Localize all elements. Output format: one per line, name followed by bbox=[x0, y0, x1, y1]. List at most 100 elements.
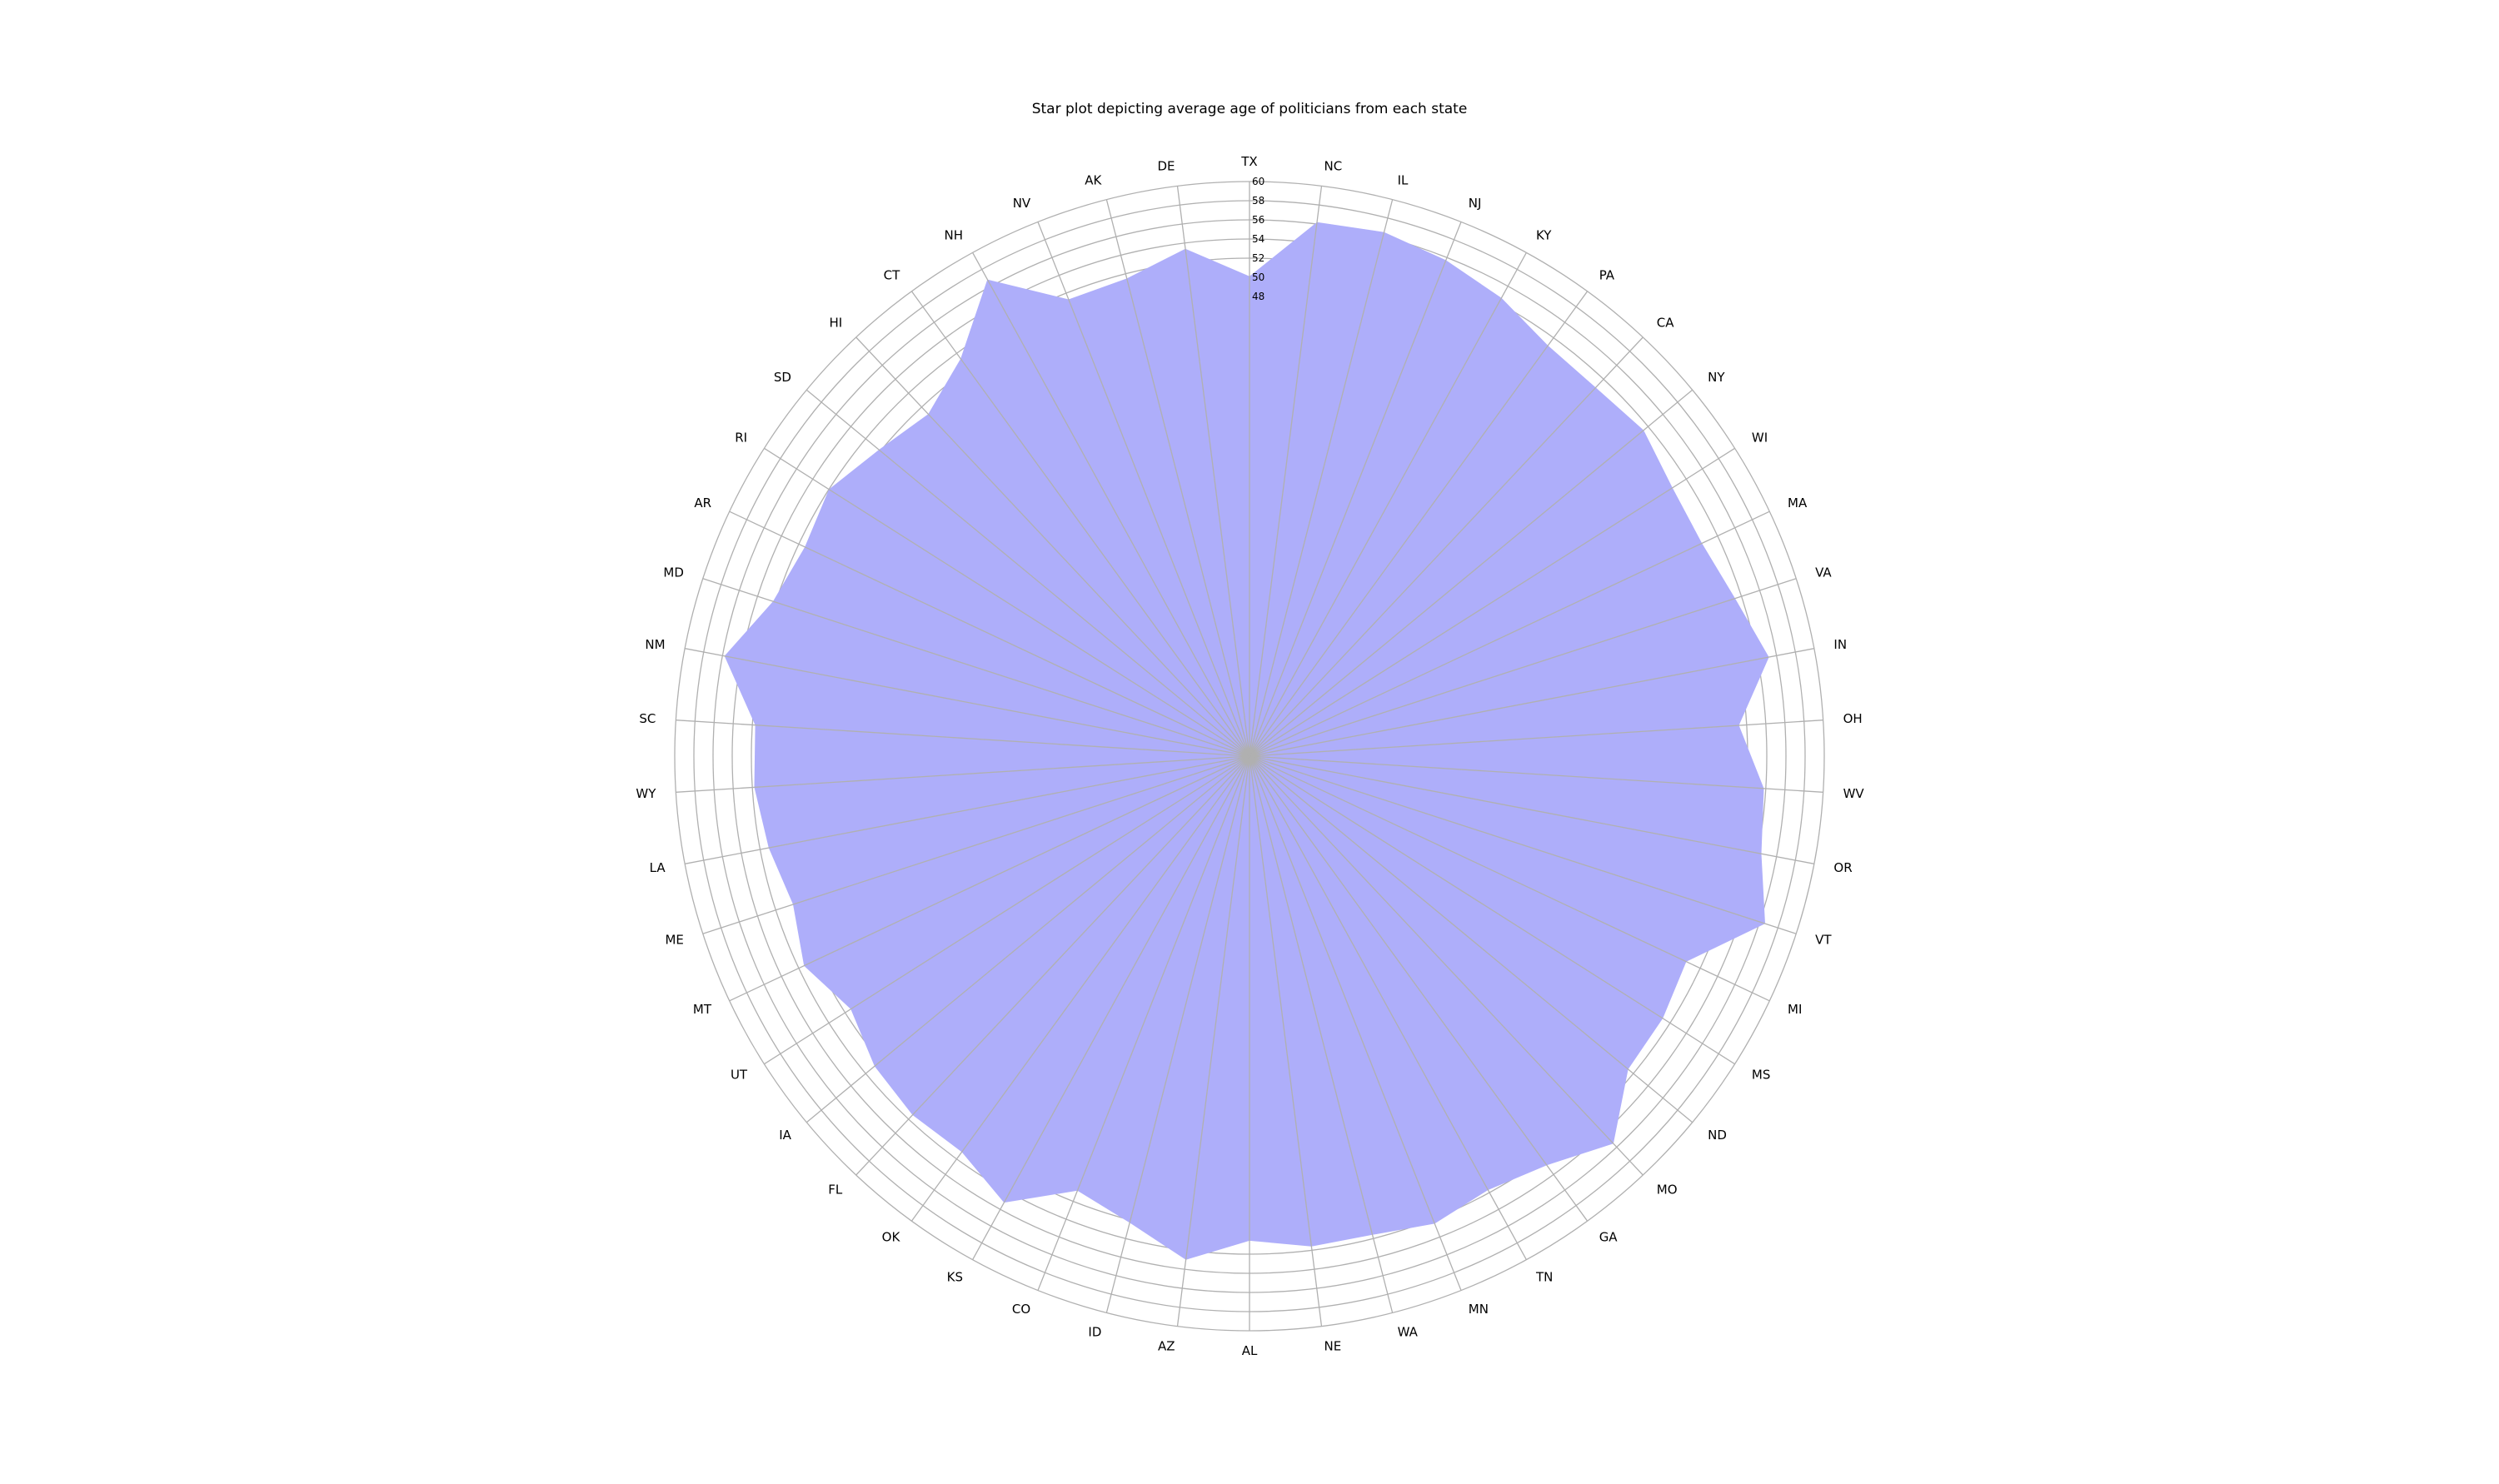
category-label-nd: ND bbox=[1708, 1128, 1727, 1143]
spoke-line bbox=[1249, 336, 1644, 757]
r-tick-label: 58 bbox=[1252, 195, 1264, 207]
spoke-line bbox=[1176, 186, 1250, 757]
spoke-line bbox=[1249, 578, 1797, 757]
category-label-ma: MA bbox=[1788, 495, 1808, 510]
category-label-md: MD bbox=[663, 565, 684, 580]
radial-tick-labels: 48 50 52 54 56 58 60 bbox=[1252, 176, 1264, 302]
spoke-line bbox=[729, 510, 1250, 757]
spoke-line bbox=[910, 291, 1250, 757]
category-label-nv: NV bbox=[1013, 196, 1031, 211]
spoke-line bbox=[1249, 199, 1394, 757]
category-label-vt: VT bbox=[1815, 933, 1832, 948]
spoke-line bbox=[1249, 510, 1770, 757]
spoke-line bbox=[1249, 755, 1823, 793]
spoke-line bbox=[1249, 755, 1693, 1123]
spoke-line bbox=[972, 755, 1250, 1261]
spoke-line bbox=[1249, 755, 1462, 1291]
spoke-line bbox=[1249, 755, 1394, 1313]
category-label-ny: NY bbox=[1708, 370, 1725, 385]
category-label-nc: NC bbox=[1324, 159, 1343, 174]
category-label-id: ID bbox=[1088, 1325, 1101, 1340]
category-label-me: ME bbox=[665, 933, 683, 948]
category-label-ms: MS bbox=[1752, 1068, 1770, 1083]
category-label-mi: MI bbox=[1788, 1002, 1802, 1017]
spoke-line bbox=[855, 755, 1250, 1176]
category-label-nh: NH bbox=[945, 227, 964, 242]
category-label-sd: SD bbox=[774, 370, 791, 385]
category-label-nj: NJ bbox=[1469, 196, 1482, 211]
spoke-line bbox=[1249, 447, 1735, 757]
spoke-line bbox=[1249, 755, 1527, 1261]
category-label-mo: MO bbox=[1657, 1183, 1678, 1198]
category-label-la: LA bbox=[650, 860, 666, 875]
category-label-ne: NE bbox=[1324, 1338, 1342, 1353]
spoke-line bbox=[1037, 222, 1250, 757]
spoke-line bbox=[1249, 251, 1527, 757]
category-label-fl: FL bbox=[828, 1183, 843, 1198]
spoke-line bbox=[764, 755, 1250, 1065]
spoke-line bbox=[1249, 186, 1323, 757]
category-label-pa: PA bbox=[1599, 267, 1615, 282]
spoke-line bbox=[1249, 755, 1644, 1176]
r-tick-label: 54 bbox=[1252, 233, 1264, 245]
category-label-wi: WI bbox=[1752, 430, 1768, 445]
category-label-hi: HI bbox=[829, 316, 842, 331]
category-label-ri: RI bbox=[735, 430, 747, 445]
spoke-line bbox=[910, 755, 1250, 1222]
category-label-wa: WA bbox=[1398, 1325, 1419, 1340]
category-label-ca: CA bbox=[1657, 316, 1674, 331]
spoke-line bbox=[685, 755, 1250, 864]
category-label-oh: OH bbox=[1843, 711, 1863, 726]
r-tick-label: 48 bbox=[1252, 291, 1264, 302]
category-label-wy: WY bbox=[636, 786, 656, 801]
spoke-line bbox=[1249, 755, 1323, 1327]
spoke-line bbox=[1249, 755, 1814, 864]
category-label-de: DE bbox=[1157, 159, 1175, 174]
category-label-or: OR bbox=[1833, 860, 1852, 875]
spoke-line bbox=[729, 755, 1250, 1002]
category-label-ga: GA bbox=[1599, 1230, 1619, 1245]
category-label-in: IN bbox=[1833, 637, 1847, 652]
category-label-ct: CT bbox=[884, 267, 900, 282]
r-tick-label: 60 bbox=[1252, 176, 1264, 187]
category-label-sc: SC bbox=[639, 711, 656, 726]
spoke-line bbox=[1249, 291, 1589, 757]
category-labels: TX NC IL NJ KY PA CA NY WI MA VA IN OH WV OR VT MI MS ND MO… bbox=[636, 154, 1864, 1358]
category-label-ar: AR bbox=[694, 495, 711, 510]
spoke-line bbox=[1105, 755, 1250, 1313]
spoke-line bbox=[1249, 720, 1823, 757]
category-label-mt: MT bbox=[693, 1002, 712, 1017]
spoke-line bbox=[676, 755, 1250, 793]
r-tick-label: 56 bbox=[1252, 214, 1264, 226]
spoke-line bbox=[1249, 389, 1693, 757]
spoke-line bbox=[702, 755, 1250, 934]
r-tick-label: 52 bbox=[1252, 252, 1264, 264]
category-label-ks: KS bbox=[947, 1270, 963, 1285]
spoke-line bbox=[1249, 755, 1770, 1002]
category-label-ia: IA bbox=[779, 1128, 791, 1143]
spoke-line bbox=[972, 251, 1250, 757]
category-label-tx: TX bbox=[1240, 154, 1257, 169]
category-label-nm: NM bbox=[645, 637, 665, 652]
spoke-line bbox=[806, 389, 1250, 757]
category-label-al: AL bbox=[1242, 1343, 1258, 1358]
category-label-az: AZ bbox=[1158, 1338, 1175, 1353]
spoke-line bbox=[1249, 648, 1814, 757]
spoke-line bbox=[1249, 755, 1735, 1065]
spoke-line bbox=[764, 447, 1250, 757]
spoke-line bbox=[1249, 755, 1589, 1222]
category-label-ak: AK bbox=[1085, 172, 1102, 187]
r-tick-label: 50 bbox=[1252, 271, 1264, 283]
spoke-line bbox=[1249, 755, 1797, 934]
spoke-line bbox=[855, 336, 1250, 757]
category-label-wv: WV bbox=[1843, 786, 1865, 801]
category-label-ok: OK bbox=[882, 1230, 901, 1245]
spoke-line bbox=[806, 755, 1250, 1123]
spoke-line bbox=[685, 648, 1250, 757]
spoke-line bbox=[1176, 755, 1250, 1327]
category-label-ut: UT bbox=[731, 1068, 748, 1083]
category-label-tn: TN bbox=[1535, 1270, 1553, 1285]
category-label-il: IL bbox=[1398, 172, 1409, 187]
spoke-line bbox=[702, 578, 1250, 757]
